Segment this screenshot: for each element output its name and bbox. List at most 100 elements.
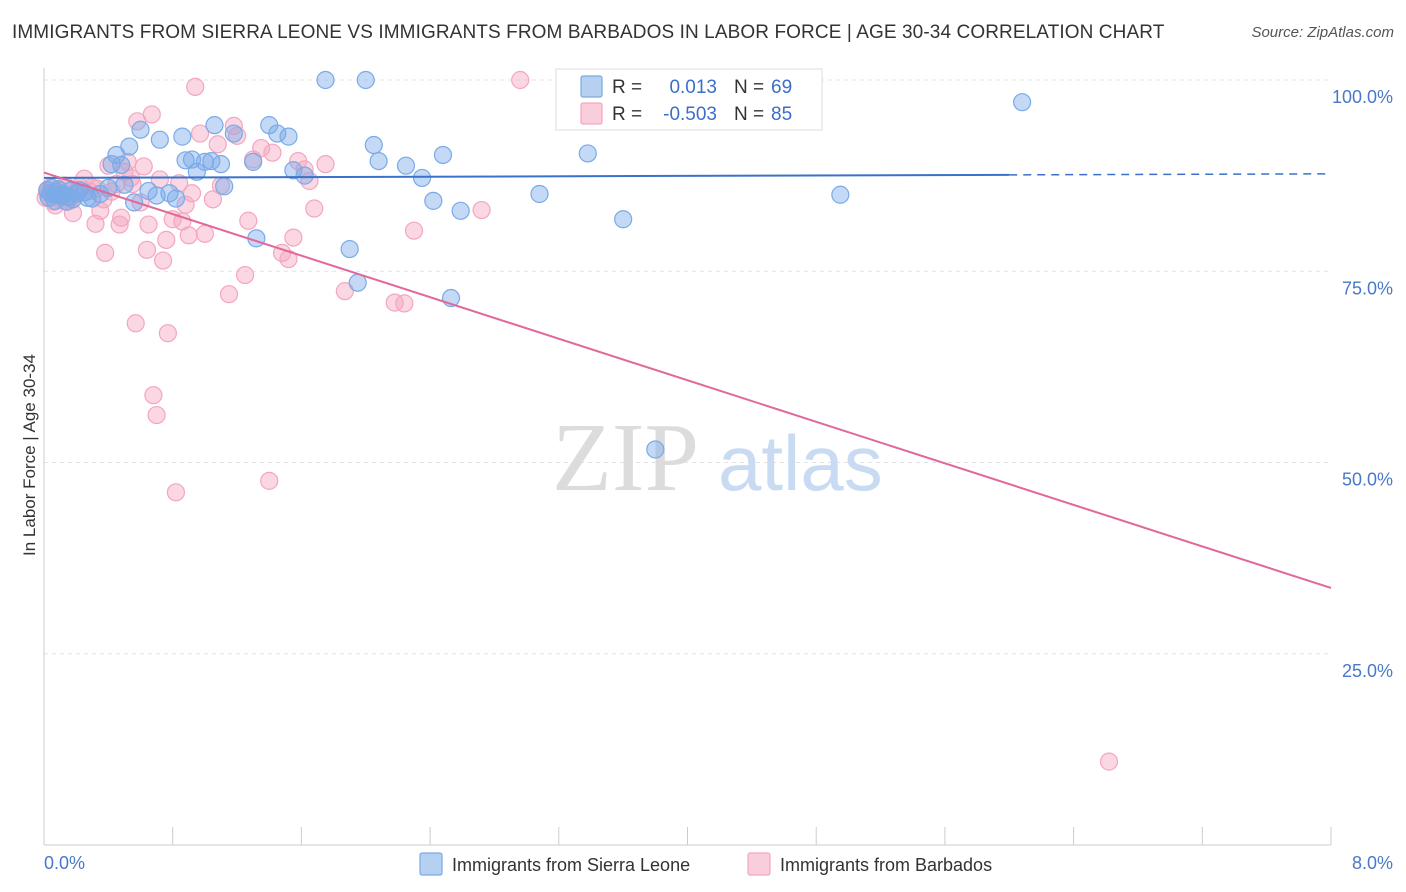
barbados-points xyxy=(36,70,1119,771)
sierra-leone-points xyxy=(38,70,1032,459)
sierra-leone-point xyxy=(205,116,224,135)
sierra-leone-point xyxy=(364,135,383,155)
sierra-leone-point xyxy=(530,184,549,204)
sierra-leone-point xyxy=(224,124,243,143)
barbados-point xyxy=(96,243,115,262)
sierra-leone-point xyxy=(646,440,665,459)
legend-label-sierra-leone: Immigrants from Sierra Leone xyxy=(452,855,690,875)
y-tick-label: 25.0% xyxy=(1342,661,1393,681)
barbados-point xyxy=(157,230,176,249)
sierra-leone-point xyxy=(356,70,375,90)
sierra-leone-trend-line xyxy=(43,173,1010,179)
barbados-point xyxy=(385,293,404,312)
barbados-point xyxy=(395,294,414,313)
sierra-leone-point xyxy=(412,168,432,188)
barbados-point xyxy=(305,199,324,218)
sierra-leone-point xyxy=(78,188,97,207)
sierra-leone-point xyxy=(316,70,335,90)
barbados-point xyxy=(142,105,161,124)
barbados-point xyxy=(335,282,354,301)
barbados-point xyxy=(219,285,239,304)
barbados-point xyxy=(203,190,223,209)
barbados-point xyxy=(224,116,243,136)
stats-n-label-b: N = xyxy=(734,104,764,125)
barbados-point xyxy=(263,143,282,162)
sierra-leone-point xyxy=(107,145,126,165)
barbados-point xyxy=(153,251,173,270)
y-tick-label: 100.0% xyxy=(1332,87,1393,107)
sierra-leone-point xyxy=(295,166,314,185)
sierra-leone-point xyxy=(120,137,139,156)
sierra-leone-point xyxy=(131,120,150,139)
sierra-leone-point xyxy=(102,155,121,174)
legend-label-barbados: Immigrants from Barbados xyxy=(780,855,992,875)
barbados-point xyxy=(260,471,279,490)
legend: Immigrants from Sierra Leone Immigrants … xyxy=(419,852,992,876)
sierra-leone-point xyxy=(173,127,192,146)
x-tick-label: 0.0% xyxy=(44,853,85,873)
barbados-point xyxy=(252,138,271,158)
stats-n-value-barbados: 85 xyxy=(771,104,792,125)
stats-r-label-a: R = xyxy=(612,77,642,98)
sierra-leone-trend-extension xyxy=(1009,173,1332,176)
barbados-point xyxy=(112,208,131,227)
barbados-point xyxy=(1099,752,1119,771)
barbados-point xyxy=(284,228,303,247)
barbados-point xyxy=(137,240,157,259)
barbados-point xyxy=(208,135,227,154)
chart-title: IMMIGRANTS FROM SIERRA LEONE VS IMMIGRAN… xyxy=(12,22,1165,43)
watermark-zip: ZIP xyxy=(552,404,699,512)
barbados-point xyxy=(166,483,186,502)
watermark-atlas: atlas xyxy=(718,419,883,507)
sierra-leone-point xyxy=(166,189,186,208)
x-tick-label: 8.0% xyxy=(1352,853,1393,873)
stats-r-value-barbados: -0.503 xyxy=(663,104,717,125)
y-tick-label: 75.0% xyxy=(1342,278,1393,298)
barbados-point xyxy=(235,265,255,285)
stats-swatch-sierra-leone xyxy=(580,75,603,98)
legend-swatch-barbados xyxy=(747,852,771,876)
sierra-leone-point xyxy=(396,156,416,175)
sierra-leone-point xyxy=(215,177,234,196)
sierra-leone-point xyxy=(433,145,453,165)
barbados-point xyxy=(158,324,177,343)
stats-swatch-barbados xyxy=(580,102,603,125)
barbados-point xyxy=(182,184,202,203)
sierra-leone-point xyxy=(578,144,597,163)
barbados-point xyxy=(139,215,158,234)
legend-swatch-sierra-leone xyxy=(419,852,443,876)
stats-r-label-b: R = xyxy=(612,104,642,125)
stats-r-value-sierra-leone: 0.013 xyxy=(669,77,717,98)
barbados-point xyxy=(195,224,214,243)
barbados-point xyxy=(134,157,153,176)
barbados-point xyxy=(147,405,166,425)
barbados-point xyxy=(186,77,205,96)
watermark: ZIP atlas xyxy=(552,404,883,512)
grid-lines xyxy=(44,79,1331,655)
sierra-leone-point xyxy=(115,175,134,194)
barbados-point xyxy=(176,195,195,214)
y-axis-label: In Labor Force | Age 30-34 xyxy=(20,354,39,556)
stats-box: R = 0.013 N = 69 R = -0.503 N = 85 xyxy=(555,68,823,131)
sierra-leone-point xyxy=(424,191,443,210)
sierra-leone-point xyxy=(614,210,633,229)
sierra-leone-point xyxy=(831,185,850,204)
barbados-point xyxy=(179,226,198,245)
sierra-leone-point xyxy=(1013,93,1032,112)
barbados-point xyxy=(126,314,145,333)
sierra-leone-point xyxy=(211,155,231,174)
tick-labels: 25.0% 50.0% 75.0% 100.0% 0.0% 8.0% xyxy=(44,87,1393,873)
barbados-point xyxy=(239,211,258,230)
barbados-point xyxy=(170,174,189,193)
barbados-trend-line xyxy=(43,171,1332,589)
sierra-leone-point xyxy=(150,130,169,149)
sierra-leone-point xyxy=(369,151,388,171)
barbados-point xyxy=(511,70,530,90)
sierra-leone-point xyxy=(176,151,195,170)
sierra-leone-point xyxy=(112,155,131,175)
stats-n-label-a: N = xyxy=(734,77,764,98)
barbados-point xyxy=(110,215,129,234)
barbados-point xyxy=(144,386,163,405)
y-tick-label: 50.0% xyxy=(1342,470,1393,490)
